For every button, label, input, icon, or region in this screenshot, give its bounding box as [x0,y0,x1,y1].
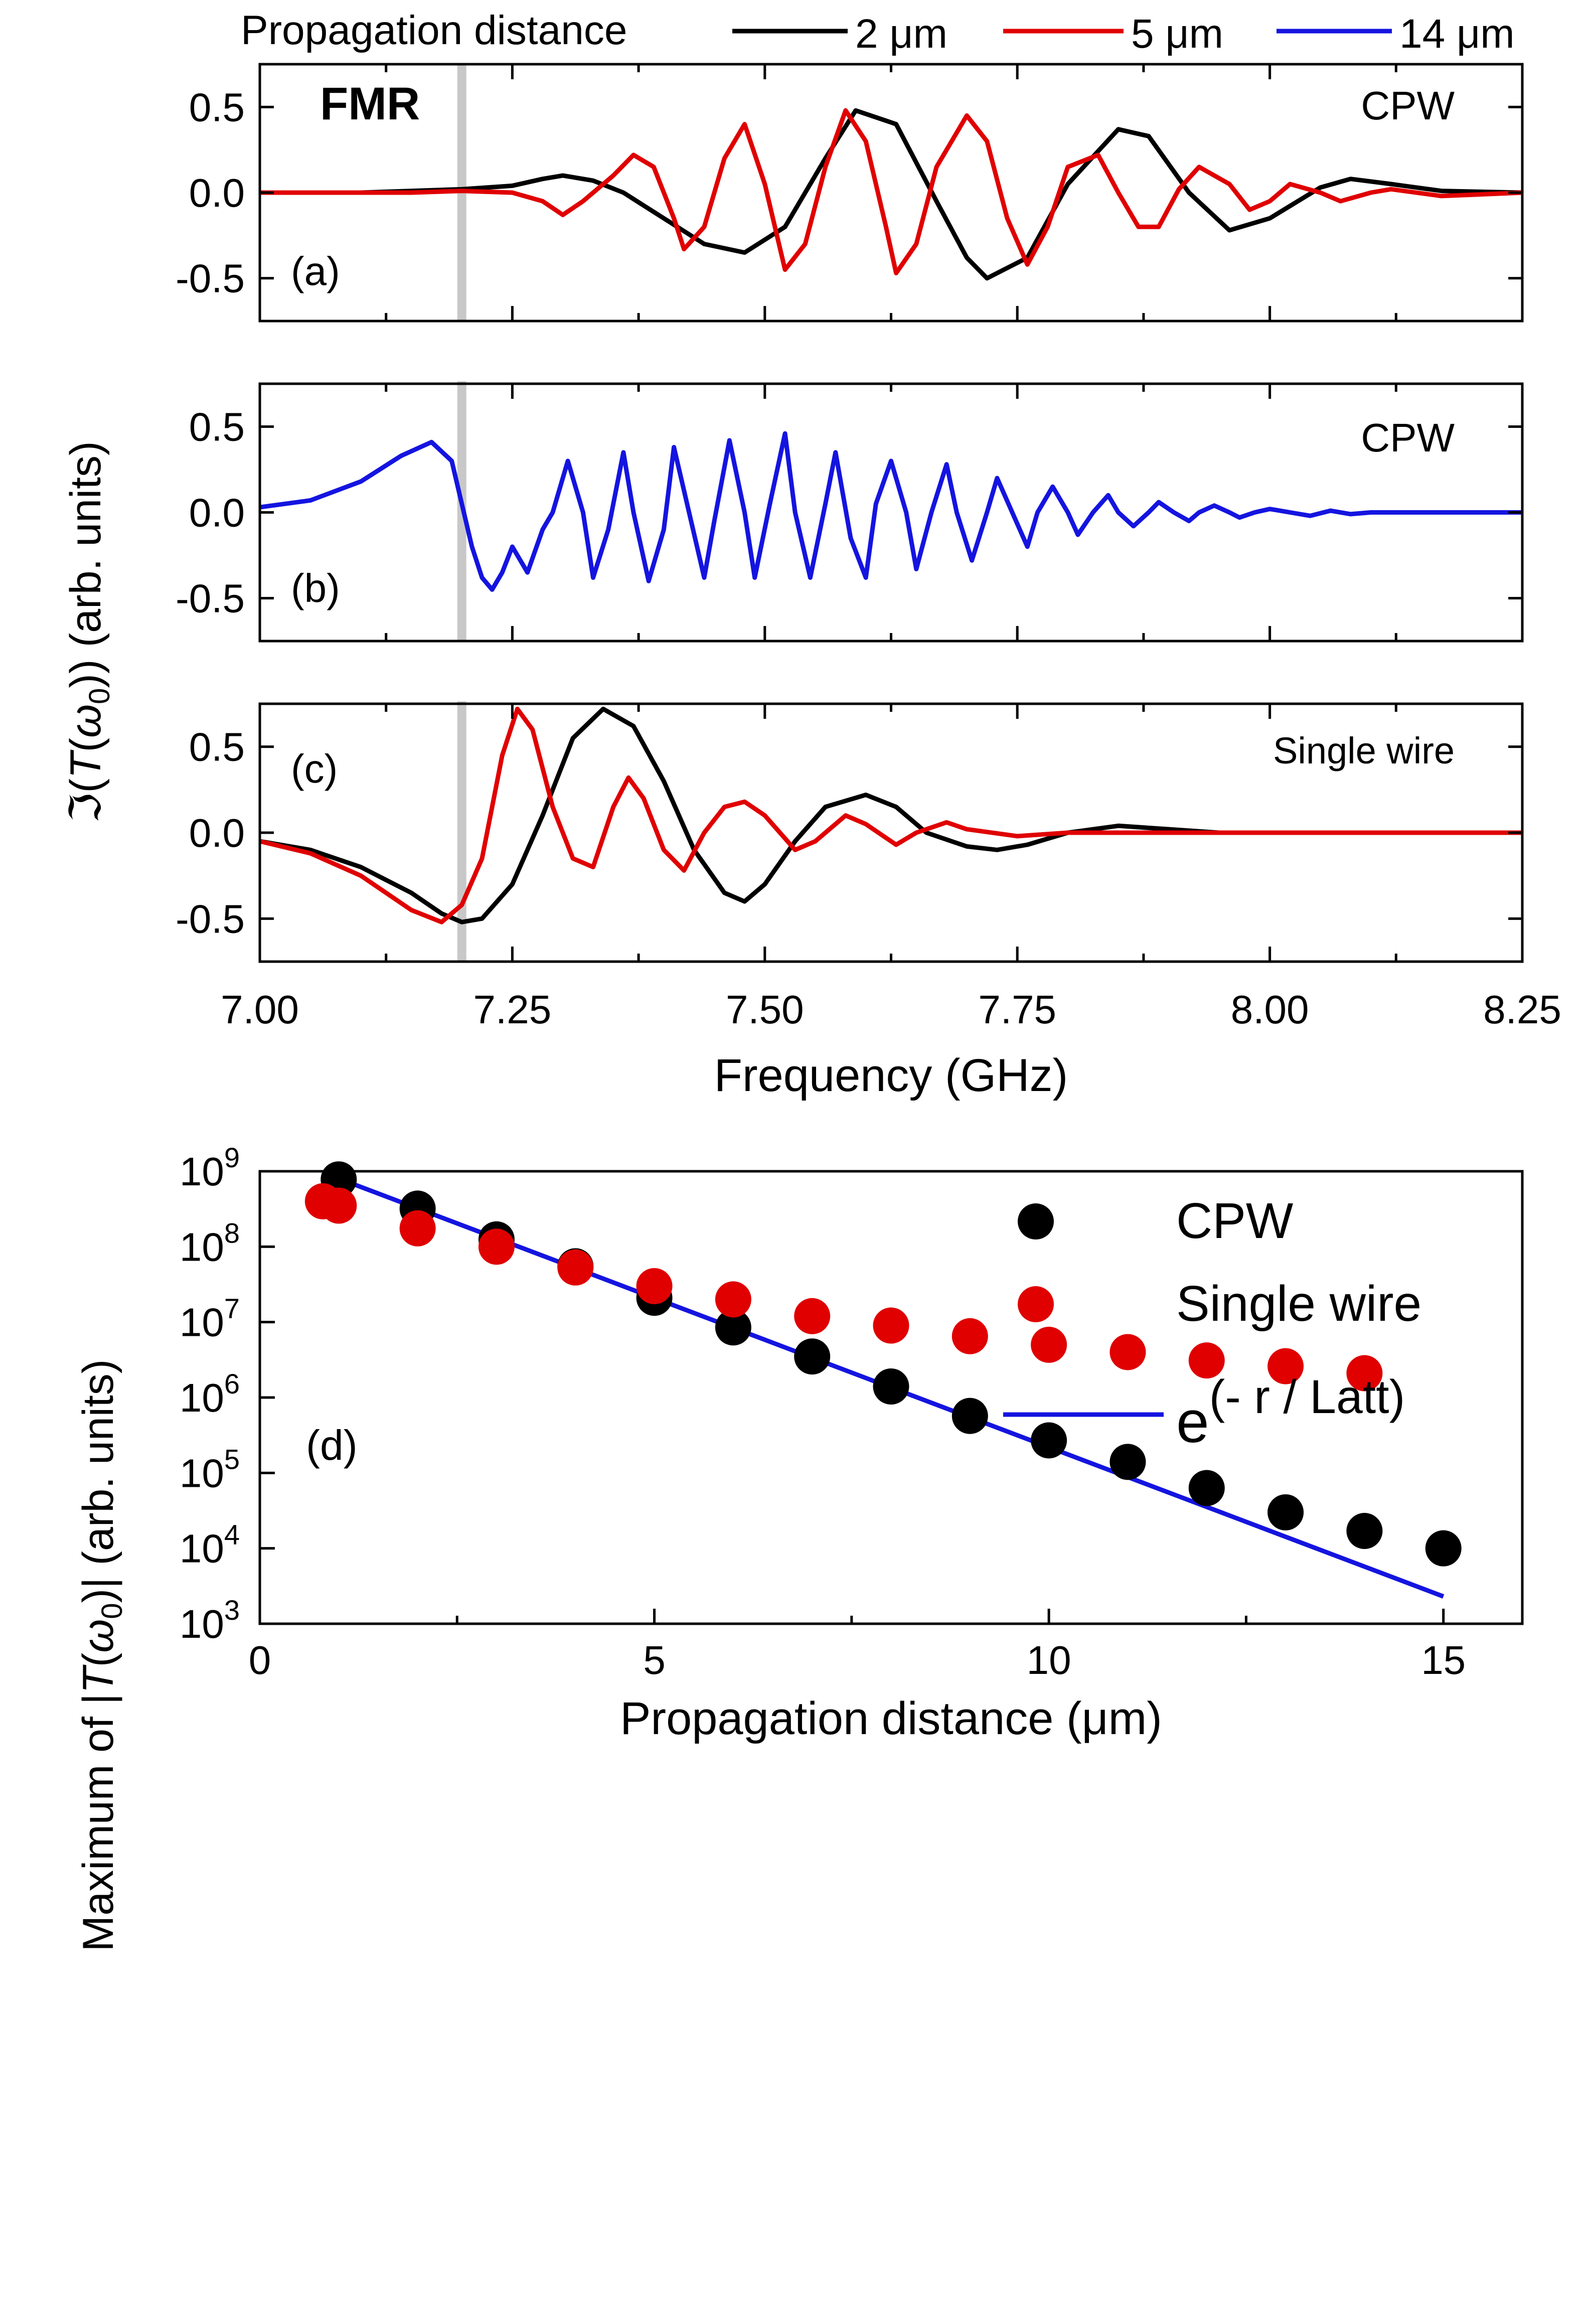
x-tick-label-d: 5 [643,1638,666,1682]
panel-annotation: Single wire [1273,730,1455,771]
y-tick-label-d: 106 [180,1368,240,1420]
cpw-data-point [951,1398,988,1434]
x-tick-label-d: 10 [1027,1638,1071,1682]
y-tick-label-d: 109 [180,1142,240,1194]
y-tick-label-d: 104 [180,1519,240,1571]
x-tick-label: 7.00 [221,987,299,1032]
single-wire-data-point [794,1298,831,1334]
cpw-data-point [1346,1513,1383,1550]
cpw-data-point [1425,1530,1462,1567]
legend-d-fit-label: e(- r / Latt) [1176,1370,1405,1455]
legend-label-14um: 14 μm [1399,11,1515,57]
y-tick-label: -0.5 [176,576,245,621]
single-wire-data-point [321,1187,357,1224]
fmr-label: FMR [320,78,420,129]
legend-d-cpw-label: CPW [1176,1193,1294,1249]
legend-d-wire-label: Single wire [1176,1276,1421,1332]
series-line-14um [259,431,1522,592]
y-tick-label: 0.0 [189,171,245,215]
panel-label: (c) [291,746,338,791]
single-wire-data-point [399,1210,436,1247]
top-legend: Propagation distance 2 μm 5 μm 14 μm [241,8,1515,57]
y-tick-label-d: 103 [180,1594,240,1646]
x-tick-label: 7.25 [473,987,552,1032]
legend-d-wire-marker [1018,1286,1054,1322]
legend-label-5um: 5 μm [1131,11,1223,57]
single-wire-data-point [715,1281,751,1318]
series-line-2um [259,706,1522,924]
y-tick-label-d: 105 [180,1443,240,1495]
y-axis-label-d: Maximum of |T(ω0)| (arb. units) [74,1359,128,1952]
y-axis-label-abc: ℑ(T(ω0)) (arb. units) [62,441,116,823]
cpw-data-point [873,1368,909,1405]
panel-c: -0.5 0.0 0.5 (c) Single wire 7.00 7.25 7.50 7.75… [176,701,1561,1101]
x-tick-label: 8.00 [1231,987,1309,1032]
y-tick-label: 0.5 [189,85,245,129]
y-tick-label: 0.5 [189,405,245,449]
x-tick-label-d: 0 [249,1638,271,1682]
legend-label-2um: 2 μm [855,11,947,57]
panel-label: (b) [291,566,340,610]
cpw-data-point [1188,1470,1225,1506]
single-wire-data-point [1109,1334,1146,1370]
y-tick-label-d: 108 [180,1217,240,1269]
series-line-5um [259,706,1522,924]
cpw-data-point [1267,1494,1304,1530]
x-tick-label-d: 15 [1421,1638,1466,1682]
single-wire-data-point [557,1249,594,1286]
x-tick-label: 7.50 [726,987,804,1032]
series-line-5um [260,108,1523,275]
panel-annotation: CPW [1361,83,1455,128]
x-axis-label: Frequency (GHz) [714,1050,1068,1101]
legend-d: CPW Single wire e(- r / Latt) [1003,1193,1421,1455]
x-tick-label: 8.25 [1483,987,1561,1032]
single-wire-data-point [1188,1342,1225,1379]
cpw-data-point [794,1338,831,1375]
x-tick-label: 7.75 [978,987,1056,1032]
single-wire-data-point [951,1318,988,1354]
single-wire-data-point [873,1307,909,1344]
single-wire-data-point [1031,1326,1067,1363]
y-tick-label: 0.5 [189,725,245,769]
cpw-data-point [715,1309,751,1346]
cpw-data-point [1109,1444,1146,1480]
y-tick-label: -0.5 [176,256,245,301]
legend-d-cpw-marker [1018,1203,1054,1240]
panel-label: (a) [291,249,340,293]
panel-annotation: CPW [1361,415,1455,460]
panel-b: -0.5 0.0 0.5 (b) CPW [176,381,1524,643]
panel-label-d: (d) [306,1422,358,1469]
panel-a: -0.5 0.0 0.5 (a) CPW [176,63,1524,323]
single-wire-data-point [478,1228,515,1265]
single-wire-data-point [1346,1355,1383,1391]
series-line-2um [260,108,1523,281]
cpw-data-point [1031,1422,1067,1459]
x-axis-label-d: Propagation distance (μm) [620,1693,1162,1744]
y-tick-label: 0.0 [189,491,245,535]
single-wire-data-point [636,1268,673,1304]
y-tick-label: -0.5 [176,896,245,941]
panel-d: 103 104 105 106 107 108 109 0 5 10 15 Propagation d… [180,1142,1524,1744]
y-tick-label: 0.0 [189,811,245,855]
top-legend-title: Propagation distance [241,8,627,53]
single-wire-data-point [1267,1348,1304,1384]
y-tick-label-d: 107 [180,1293,240,1345]
